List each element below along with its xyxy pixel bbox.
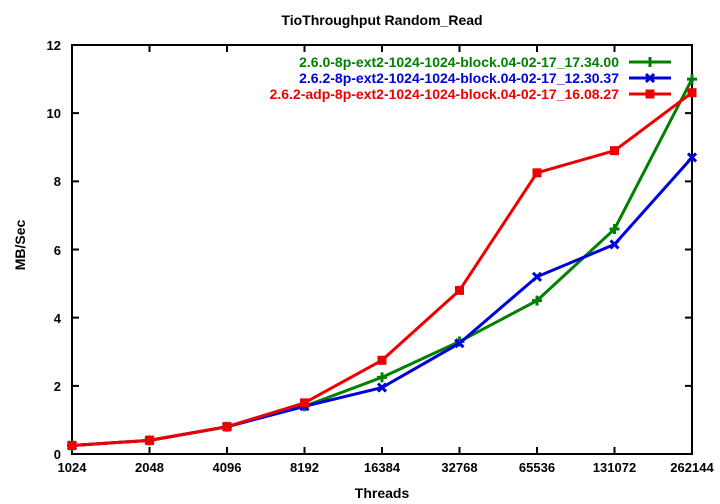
series-1-marker-icon xyxy=(454,338,465,349)
series-0-marker-icon xyxy=(687,74,697,85)
series-0-marker-icon xyxy=(609,224,620,235)
series-0-marker-icon xyxy=(532,295,542,306)
series-1-marker-icon xyxy=(609,239,620,250)
legend-line-sample-icon xyxy=(629,72,671,84)
chart-title: TioThroughput Random_Read xyxy=(281,12,483,28)
x-tick-label: 131072 xyxy=(592,460,637,475)
x-tick-label: 8192 xyxy=(290,460,319,475)
y-tick-label: 2 xyxy=(53,378,61,394)
plot-border xyxy=(71,44,693,455)
legend-row-series-2: 2.6.2-adp-8p-ext2-1024-1024-block.04-02-… xyxy=(270,86,672,102)
series-1-marker-icon xyxy=(376,382,388,393)
x-tick-label: 16384 xyxy=(363,460,401,475)
x-tick-label: 32768 xyxy=(441,460,478,475)
x-tick-label: 2048 xyxy=(135,460,164,475)
legend-row-series-0: 2.6.0-8p-ext2-1024-1024-block.04-02-17_1… xyxy=(270,54,672,70)
series-1-marker-icon xyxy=(531,271,543,282)
legend: 2.6.0-8p-ext2-1024-1024-block.04-02-17_1… xyxy=(270,54,672,102)
legend-sample-marker-icon xyxy=(645,57,655,67)
series-2-marker-icon xyxy=(145,435,154,445)
series-line-2 xyxy=(71,91,693,447)
legend-line-sample-icon xyxy=(629,89,671,99)
series-2-marker-icon xyxy=(532,168,542,178)
x-tick-label: 4096 xyxy=(212,460,242,475)
x-tick-label: 1024 xyxy=(57,460,87,475)
series-2-marker-icon xyxy=(610,146,619,156)
x-tick-label: 65536 xyxy=(518,460,556,475)
series-2-marker-icon xyxy=(222,422,232,432)
series-line-0 xyxy=(71,78,694,447)
y-tick-label: 10 xyxy=(46,106,61,122)
legend-label-series-0: 2.6.0-8p-ext2-1024-1024-block.04-02-17_1… xyxy=(299,54,619,70)
legend-sample-marker-icon xyxy=(645,89,655,99)
series-2-marker-icon xyxy=(455,285,464,295)
legend-row-series-1: 2.6.2-8p-ext2-1024-1024-block.04-02-17_1… xyxy=(270,70,672,86)
y-tick-label: 6 xyxy=(53,242,61,258)
y-tick-label: 8 xyxy=(53,174,61,190)
series-line-1 xyxy=(71,156,694,447)
series-2-marker-icon xyxy=(377,355,387,365)
series-2-marker-icon xyxy=(300,398,309,408)
legend-line-sample-icon xyxy=(629,57,671,67)
legend-label-series-1: 2.6.2-8p-ext2-1024-1024-block.04-02-17_1… xyxy=(299,70,619,86)
series-0-marker-icon xyxy=(377,372,387,383)
x-axis-label: Threads xyxy=(354,485,410,501)
y-tick-label: 0 xyxy=(53,447,61,462)
series-2-marker-icon xyxy=(687,88,697,98)
series-2-marker-icon xyxy=(67,440,77,450)
legend-sample-marker-icon xyxy=(644,72,656,84)
legend-label-series-2: 2.6.2-adp-8p-ext2-1024-1024-block.04-02-… xyxy=(269,86,619,102)
series-1-marker-icon xyxy=(686,152,698,163)
y-tick-label: 4 xyxy=(53,310,61,326)
x-tick-label: 262144 xyxy=(670,460,714,475)
y-tick-label: 12 xyxy=(46,38,61,53)
